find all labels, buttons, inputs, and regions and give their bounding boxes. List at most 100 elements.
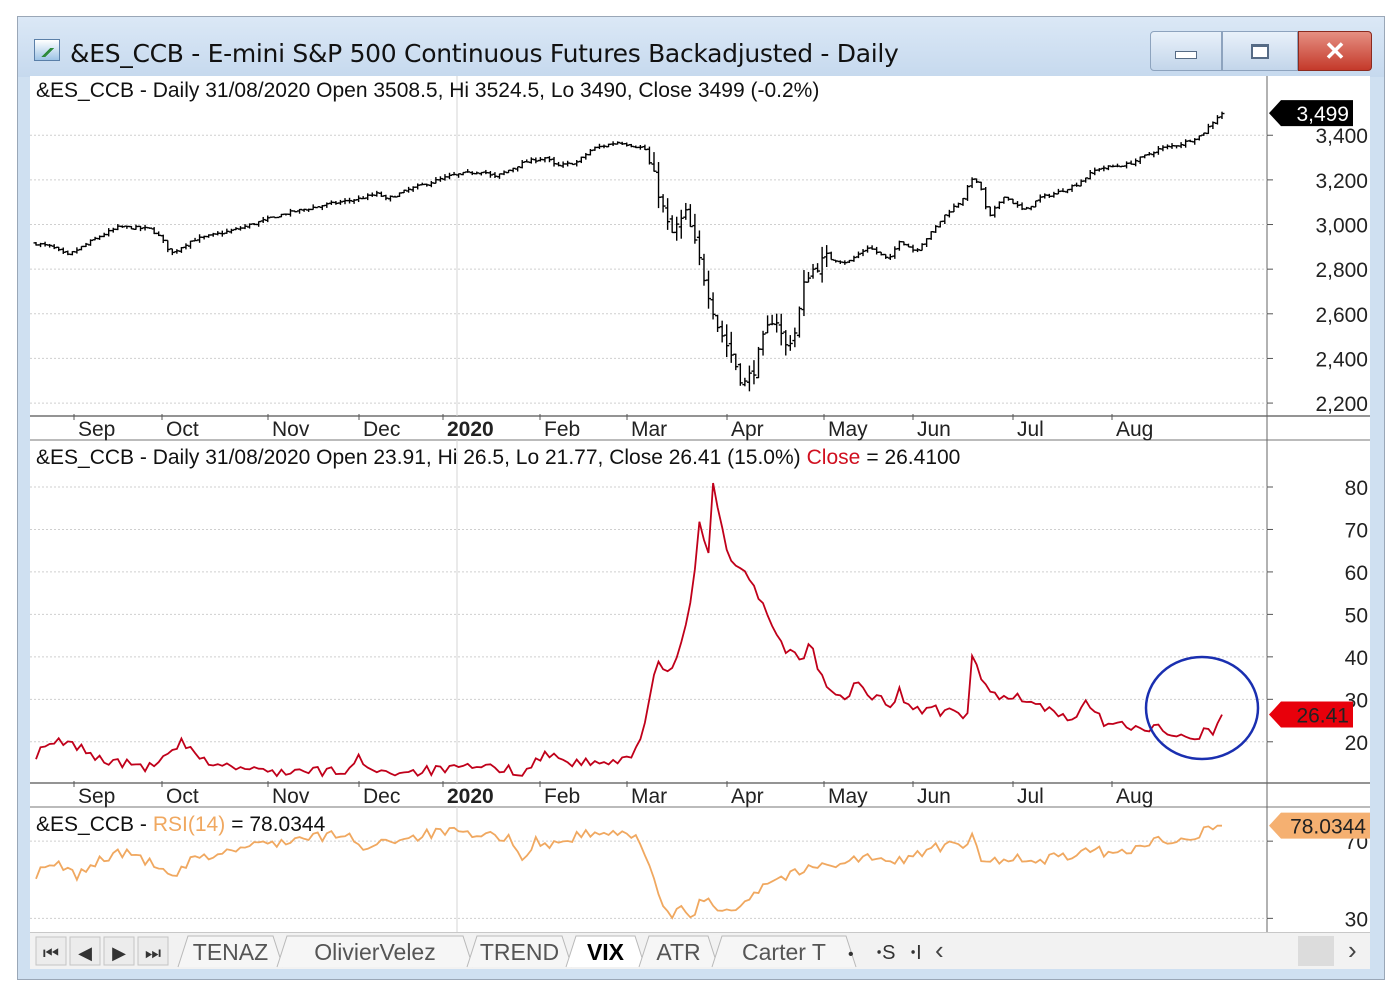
ohlc-bar bbox=[1001, 196, 1007, 204]
ohlc-bar bbox=[796, 306, 802, 338]
ohlc-bar bbox=[83, 242, 89, 248]
ohlc-bar bbox=[465, 169, 471, 173]
ohlc-bar bbox=[983, 186, 989, 210]
ohlc-bar bbox=[360, 196, 366, 200]
ohlc-bar bbox=[492, 172, 498, 179]
tab-extra-button[interactable]: ꞏI bbox=[910, 942, 922, 964]
ohlc-bar bbox=[469, 171, 475, 176]
vix-x-axis: Sep Oct Nov Dec 2020 Feb Mar Apr May Jun Jul Aug bbox=[73, 781, 1153, 808]
scroll-right-icon[interactable]: › bbox=[1348, 935, 1357, 965]
ohlc-bar bbox=[260, 216, 266, 223]
ohlc-bar bbox=[883, 253, 889, 259]
ohlc-bar bbox=[815, 263, 821, 273]
ohlc-bar bbox=[1019, 202, 1025, 211]
ohlc-bar bbox=[60, 247, 66, 254]
ohlc-bar bbox=[892, 246, 898, 259]
ohlc-bar bbox=[783, 330, 789, 356]
ohlc-bar bbox=[233, 227, 239, 231]
x-tick-label: 2020 bbox=[447, 418, 494, 441]
tab-nav-icon[interactable]: ◀ bbox=[78, 943, 92, 963]
rsi-header-series: RSI(14) bbox=[153, 813, 225, 836]
sheet-tab-oliviervelez[interactable]: OlivierVelez bbox=[314, 939, 435, 965]
ohlc-bar bbox=[915, 248, 921, 253]
ohlc-bar bbox=[1074, 182, 1080, 187]
sheet-tab-carter-t[interactable]: Carter T bbox=[742, 939, 826, 965]
ohlc-bar bbox=[351, 199, 357, 204]
title-bar[interactable]: &ES_CCB - E-mini S&P 500 Continuous Futu… bbox=[18, 17, 1384, 77]
x-tick-label: Jul bbox=[1017, 785, 1044, 808]
ohlc-bar bbox=[1192, 138, 1198, 145]
close-button[interactable]: ✕ bbox=[1298, 31, 1372, 71]
ohlc-bar bbox=[428, 181, 434, 188]
x-tick-label: Sep bbox=[78, 785, 115, 808]
y-tick-label: 60 bbox=[1345, 562, 1368, 585]
ohlc-bar bbox=[156, 231, 162, 237]
ohlc-bar bbox=[683, 202, 689, 220]
ohlc-bar bbox=[746, 365, 752, 392]
tab-nav-button bbox=[103, 936, 135, 966]
ohlc-bar bbox=[356, 195, 362, 203]
ohlc-bar bbox=[742, 377, 748, 387]
ohlc-bar bbox=[38, 242, 44, 248]
tab-shape bbox=[276, 935, 474, 968]
ohlc-bar bbox=[256, 220, 262, 227]
tab-shape bbox=[466, 935, 573, 968]
ohlc-bar bbox=[701, 253, 707, 286]
vix-header-main: &ES_CCB - Daily 31/08/2020 Open 23.91, H… bbox=[36, 446, 801, 469]
ohlc-bar bbox=[551, 156, 557, 167]
scroll-left-icon[interactable]: ‹ bbox=[935, 935, 944, 965]
ohlc-bar bbox=[110, 227, 116, 233]
ohlc-bar bbox=[960, 197, 966, 206]
ohlc-bar bbox=[569, 162, 575, 166]
sheet-tab-vix[interactable]: VIX bbox=[587, 939, 625, 965]
minimize-button[interactable] bbox=[1150, 31, 1222, 71]
ohlc-bar bbox=[724, 324, 730, 358]
vix-header-series: Close bbox=[807, 446, 861, 469]
y-tick-label: 3,400 bbox=[1315, 125, 1368, 148]
tab-nav-icon[interactable]: ▶ bbox=[112, 943, 126, 963]
ohlc-bar bbox=[751, 360, 757, 385]
ohlc-bar bbox=[92, 236, 98, 241]
x-tick-label: Mar bbox=[631, 785, 667, 808]
ohlc-bar bbox=[1178, 142, 1184, 149]
ohlc-bar bbox=[619, 141, 625, 145]
rsi-last-value-label: 78.0344 bbox=[1269, 812, 1370, 839]
sheet-tab-trend[interactable]: TREND bbox=[480, 939, 559, 965]
chart-svg[interactable]: &ES_CCB - Daily 31/08/2020 Open 3508.5, … bbox=[30, 76, 1370, 932]
sheet-tab-atr[interactable]: ATR bbox=[656, 939, 700, 965]
ohlc-bar bbox=[397, 192, 403, 198]
ohlc-bar bbox=[33, 242, 39, 246]
ohlc-bar bbox=[437, 176, 443, 182]
tab-nav-icon[interactable]: ⏮ bbox=[43, 943, 59, 963]
ohlc-bar bbox=[1087, 169, 1093, 180]
price-last-value-text: 3,499 bbox=[1296, 103, 1349, 126]
chart-area[interactable]: &ES_CCB - Daily 31/08/2020 Open 3508.5, … bbox=[30, 76, 1370, 932]
ohlc-bar bbox=[1005, 196, 1011, 201]
ohlc-bar bbox=[415, 183, 421, 190]
ohlc-bar bbox=[524, 159, 530, 163]
tab-scrollbar[interactable]: ‹ › bbox=[935, 935, 1357, 966]
maximize-button[interactable] bbox=[1222, 31, 1298, 71]
ohlc-bar bbox=[765, 315, 771, 334]
tab-extra-button[interactable]: ꞏS bbox=[876, 942, 896, 964]
ohlc-bar bbox=[383, 194, 389, 201]
ohlc-bar bbox=[801, 270, 807, 317]
ohlc-bar bbox=[869, 245, 875, 250]
ohlc-bar bbox=[342, 198, 348, 205]
ohlc-bar bbox=[901, 241, 907, 246]
ohlc-bar bbox=[646, 146, 652, 165]
ohlc-bar bbox=[315, 206, 321, 209]
ohlc-bar bbox=[792, 327, 798, 348]
y-tick-label: 50 bbox=[1345, 604, 1368, 627]
tab-nav-icon[interactable]: ⏭ bbox=[145, 943, 161, 963]
y-tick-label: 70 bbox=[1345, 519, 1368, 542]
ohlc-bar bbox=[151, 227, 157, 235]
ohlc-bar bbox=[410, 186, 416, 192]
ohlc-bar bbox=[592, 146, 598, 151]
ohlc-bar bbox=[910, 244, 916, 253]
ohlc-bar bbox=[278, 213, 284, 218]
sheet-tab-tenaz[interactable]: TENAZ bbox=[193, 939, 268, 965]
ohlc-bar bbox=[928, 230, 934, 240]
ohlc-bar bbox=[142, 224, 148, 231]
ohlc-bar bbox=[710, 292, 716, 320]
